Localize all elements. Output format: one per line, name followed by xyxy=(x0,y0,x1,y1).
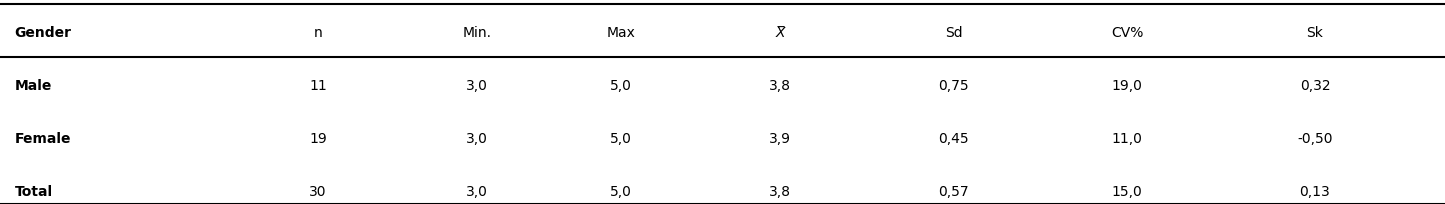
Text: Min.: Min. xyxy=(462,26,491,40)
Text: Max: Max xyxy=(607,26,636,40)
Text: CV%: CV% xyxy=(1111,26,1143,40)
Text: Sk: Sk xyxy=(1306,26,1324,40)
Text: 0,13: 0,13 xyxy=(1299,185,1331,199)
Text: 0,32: 0,32 xyxy=(1299,79,1331,93)
Text: 3,9: 3,9 xyxy=(769,132,792,146)
Text: 5,0: 5,0 xyxy=(610,132,633,146)
Text: Sd: Sd xyxy=(945,26,962,40)
Text: 11: 11 xyxy=(309,79,327,93)
Text: 3,0: 3,0 xyxy=(465,132,488,146)
Text: 0,57: 0,57 xyxy=(938,185,970,199)
Text: 19,0: 19,0 xyxy=(1111,79,1143,93)
Text: 3,0: 3,0 xyxy=(465,79,488,93)
Text: n: n xyxy=(314,26,322,40)
Text: 3,8: 3,8 xyxy=(769,185,792,199)
Text: 11,0: 11,0 xyxy=(1111,132,1143,146)
Text: 3,0: 3,0 xyxy=(465,185,488,199)
Text: X̅: X̅ xyxy=(776,26,785,40)
Text: 3,8: 3,8 xyxy=(769,79,792,93)
Text: 5,0: 5,0 xyxy=(610,185,633,199)
Text: 15,0: 15,0 xyxy=(1111,185,1143,199)
Text: 19: 19 xyxy=(309,132,327,146)
Text: Female: Female xyxy=(14,132,71,146)
Text: 0,75: 0,75 xyxy=(938,79,970,93)
Text: Male: Male xyxy=(14,79,52,93)
Text: 0,45: 0,45 xyxy=(938,132,970,146)
Text: 5,0: 5,0 xyxy=(610,79,633,93)
Text: Total: Total xyxy=(14,185,52,199)
Text: -0,50: -0,50 xyxy=(1298,132,1332,146)
Text: 30: 30 xyxy=(309,185,327,199)
Text: Gender: Gender xyxy=(14,26,71,40)
